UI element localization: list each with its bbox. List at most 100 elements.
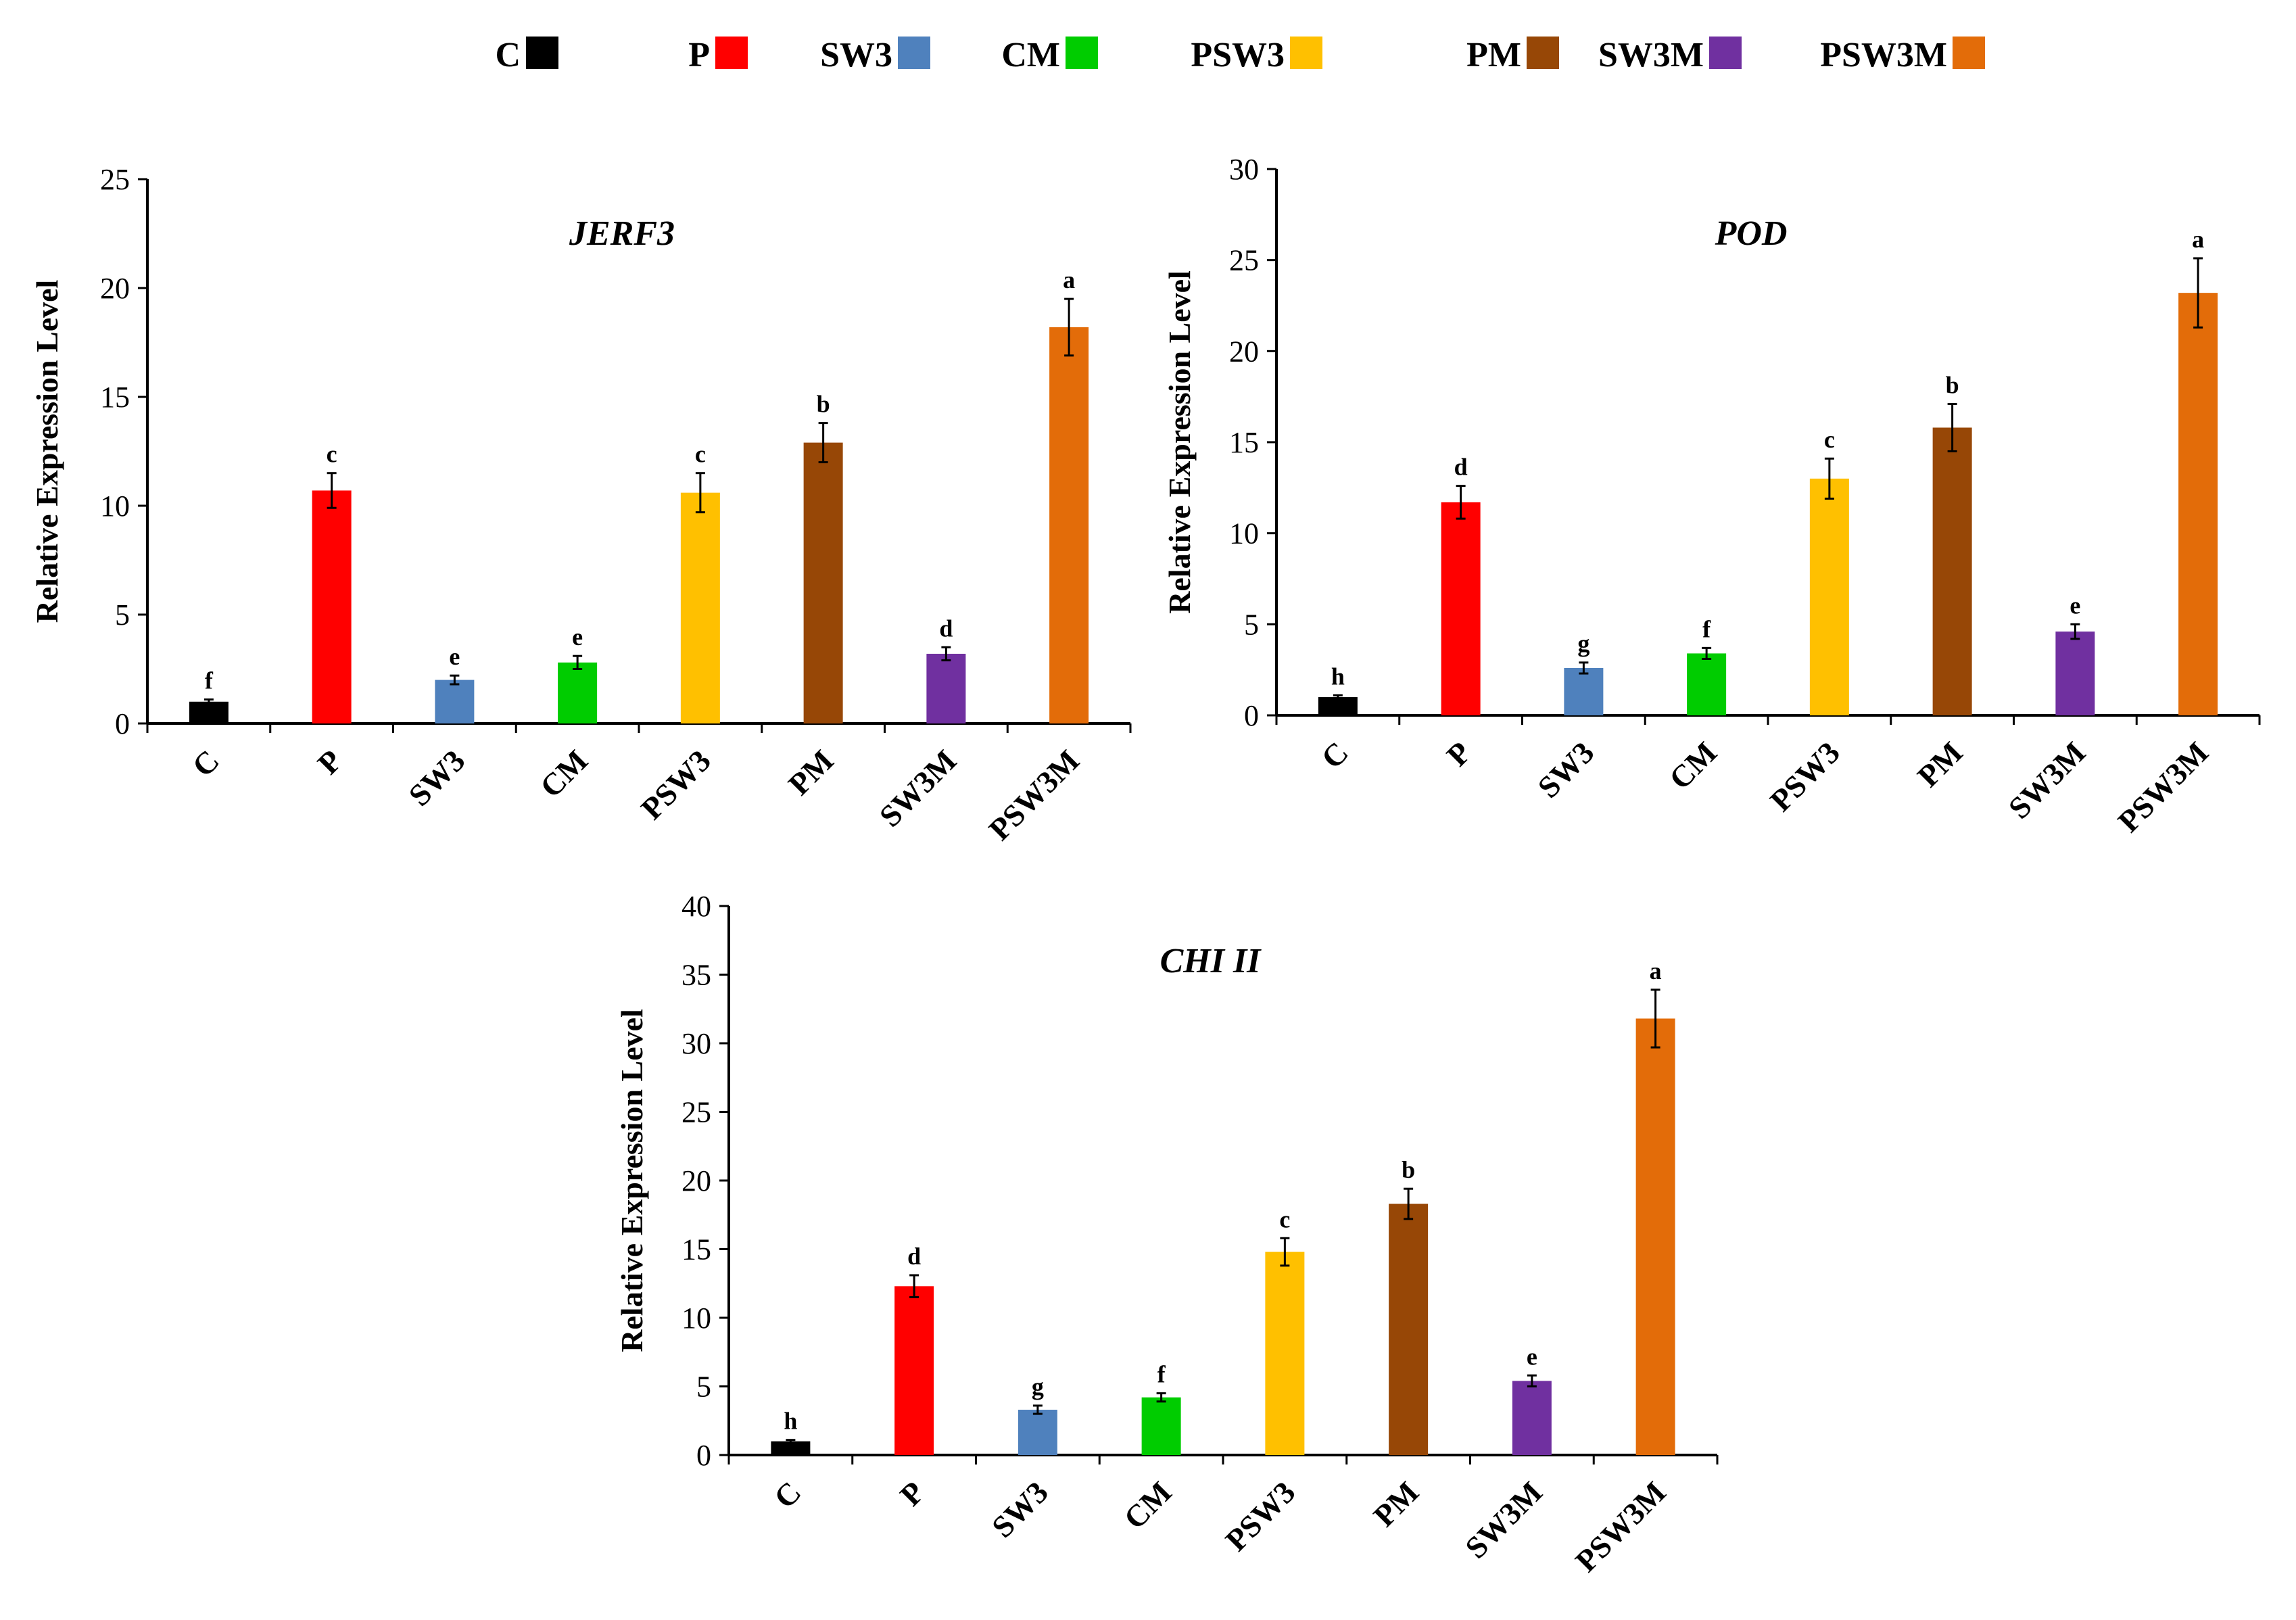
significance-letter: g <box>1032 1373 1044 1400</box>
x-tick-label-p: P <box>311 743 349 781</box>
bar-pm <box>803 442 843 723</box>
x-tick-label-psw3: PSW3 <box>1219 1475 1302 1558</box>
y-tick-label: 15 <box>100 381 130 414</box>
chart-jerf3: 0 5 10 15 20 25 f Cc Pe SW3 e CM c PSW3 b PM d SW3M a PSW3M… <box>30 163 1132 847</box>
significance-letter: b <box>1946 371 1959 398</box>
legend-swatch <box>1709 37 1742 69</box>
legend-swatch <box>1953 37 1985 69</box>
error-bar-sw3 <box>450 674 460 686</box>
error-bar-p <box>327 472 337 509</box>
error-bar-sw3 <box>1579 661 1589 675</box>
error-bar-p <box>1456 485 1466 520</box>
significance-letter: d <box>907 1243 921 1270</box>
chart-title: JERF3 <box>569 214 675 253</box>
significance-letter: a <box>1063 266 1075 293</box>
significance-letter: e <box>449 643 460 670</box>
significance-letter: b <box>1402 1156 1415 1183</box>
significance-letter: a <box>1650 957 1662 984</box>
significance-letter: d <box>1454 454 1468 481</box>
error-bar-psw3m <box>1064 297 1074 357</box>
x-tick-label-sw3m: SW3M <box>2002 735 2092 826</box>
bar-c <box>1318 697 1358 715</box>
bar-psw3 <box>680 492 720 723</box>
error-bar-psw3 <box>695 472 705 514</box>
y-axis-label: Relative Expression Level <box>615 1009 649 1352</box>
legend-swatch <box>898 37 930 69</box>
x-tick-label-pm: PM <box>1911 735 1969 794</box>
bar-c <box>189 701 229 723</box>
legend-item-psw3: PSW3 <box>1191 36 1322 74</box>
bar-psw3 <box>1809 478 1849 715</box>
bar-sw3m <box>926 653 966 723</box>
error-bar-cm <box>1156 1392 1166 1403</box>
x-tick-label-psw3: PSW3 <box>1763 735 1846 818</box>
x-tick-label-psw3m: PSW3M <box>982 743 1086 847</box>
legend-item-p: P <box>688 36 748 74</box>
x-tick-label-pm: PM <box>782 743 840 802</box>
significance-letter: c <box>327 441 337 468</box>
y-axis-label: Relative Expression Level <box>1162 270 1197 614</box>
y-tick-label: 0 <box>115 707 130 740</box>
error-bar-sw3m <box>941 646 951 662</box>
legend-label: P <box>688 36 710 74</box>
error-bar-pm <box>818 422 828 464</box>
error-bar-pm <box>1947 402 1957 452</box>
bar-p <box>1441 502 1481 715</box>
bar-pm <box>1389 1204 1429 1455</box>
x-tick-label-pm: PM <box>1367 1475 1426 1533</box>
error-bar-c <box>786 1439 796 1444</box>
y-tick-label: 25 <box>681 1096 711 1129</box>
legend-label: PSW3M <box>1820 36 1947 74</box>
y-tick-label: 20 <box>681 1164 711 1197</box>
legend-item-sw3m: SW3M <box>1598 36 1742 74</box>
bar-cm <box>1141 1397 1181 1455</box>
y-tick-label: 20 <box>1229 335 1259 368</box>
y-tick-label: 0 <box>1244 699 1259 732</box>
significance-letter: g <box>1577 630 1589 657</box>
legend-swatch <box>1290 37 1322 69</box>
bar-psw3 <box>1265 1252 1305 1455</box>
bar-cm <box>558 662 598 723</box>
error-bar-cm <box>1702 646 1712 661</box>
significance-letter: a <box>2192 226 2204 253</box>
x-tick-label-psw3: PSW3 <box>634 743 717 826</box>
significance-letter: b <box>817 391 830 418</box>
significance-letter: h <box>1331 663 1345 690</box>
bar-cm <box>1687 653 1727 715</box>
bar-sw3 <box>1018 1410 1057 1455</box>
significance-letter: f <box>205 667 214 694</box>
y-tick-label: 20 <box>100 272 130 305</box>
legend-item-sw3: SW3 <box>820 36 930 74</box>
y-tick-label: 5 <box>1244 608 1259 641</box>
significance-letter: c <box>695 441 706 468</box>
error-bar-c <box>204 698 214 705</box>
error-bar-psw3m <box>1650 988 1660 1049</box>
legend-swatch <box>1066 37 1098 69</box>
bar-sw3 <box>1564 667 1604 715</box>
y-tick-label: 10 <box>681 1302 711 1335</box>
y-axis-label: Relative Expression Level <box>30 280 64 623</box>
significance-letter: d <box>939 615 953 642</box>
significance-letter: f <box>1702 615 1711 642</box>
legend-swatch <box>715 37 748 69</box>
bar-c <box>771 1441 811 1455</box>
y-tick-label: 15 <box>1229 426 1259 459</box>
significance-letter: c <box>1824 426 1835 453</box>
significance-letter: e <box>572 623 583 650</box>
x-tick-label-sw3m: SW3M <box>873 743 963 834</box>
chart-pod: 0 5 10 15 20 25 30 h Cd Pg SW3 f CM c PSW3 b PM e SW3M a PSW… <box>1162 153 2261 839</box>
legend-item-cm: CM <box>1001 36 1098 74</box>
y-tick-label: 30 <box>1229 153 1259 186</box>
x-tick-label-c: C <box>185 743 226 784</box>
bar-psw3m <box>1635 1018 1675 1455</box>
legend-label: PSW3 <box>1191 36 1285 74</box>
legend-item-psw3m: PSW3M <box>1820 36 1985 74</box>
y-tick-label: 5 <box>115 598 130 632</box>
y-tick-label: 25 <box>1229 244 1259 277</box>
y-tick-label: 30 <box>681 1027 711 1060</box>
bar-p <box>894 1286 934 1455</box>
legend-label: C <box>495 36 521 74</box>
x-tick-label-c: C <box>767 1475 808 1515</box>
x-tick-label-c: C <box>1314 735 1355 776</box>
error-bar-psw3 <box>1280 1237 1290 1267</box>
